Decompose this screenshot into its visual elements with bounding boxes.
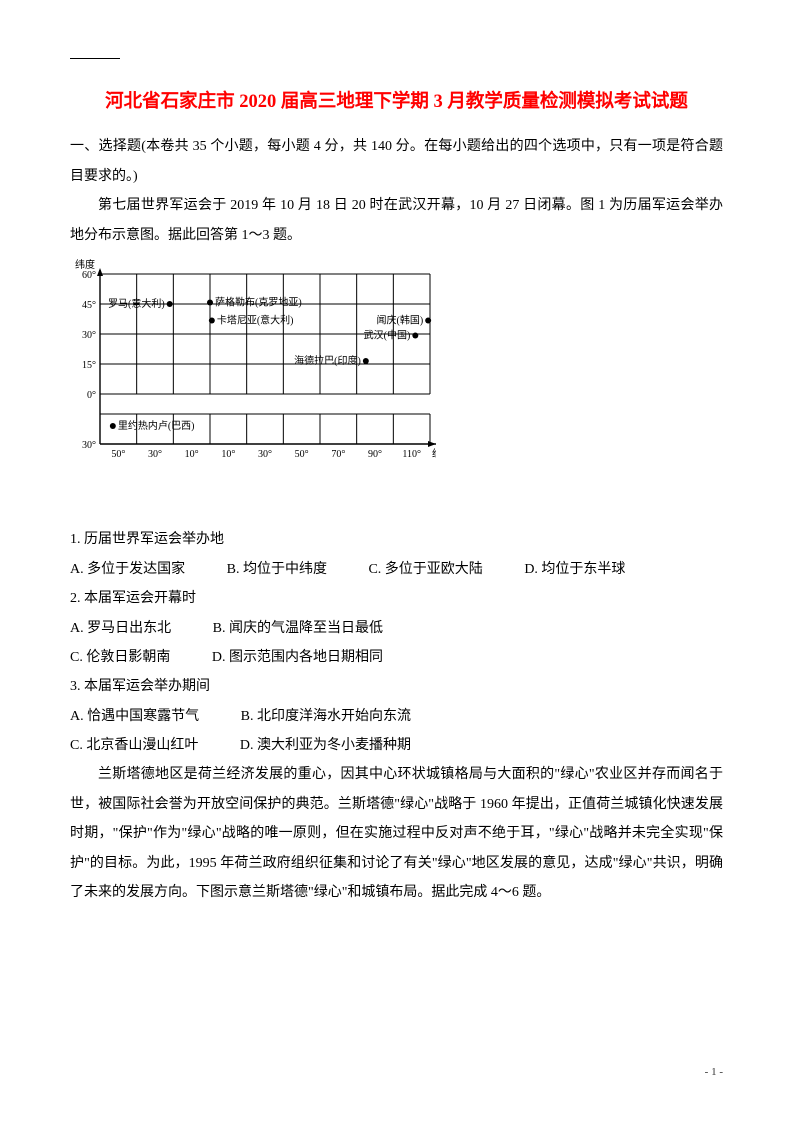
svg-text:经度: 经度 <box>432 447 436 460</box>
svg-text:闻庆(韩国): 闻庆(韩国) <box>376 313 423 326</box>
q1-stem: 1. 历届世界军运会举办地 <box>70 525 723 554</box>
q3-options-row1: A. 恰遇中国寒露节气 B. 北印度洋海水开始向东流 <box>70 702 723 731</box>
q2-opt-d: D. 图示范围内各地日期相同 <box>212 643 383 672</box>
q3-opt-d: D. 澳大利亚为冬小麦播种期 <box>240 731 411 760</box>
svg-text:里约热内卢(巴西): 里约热内卢(巴西) <box>118 419 195 432</box>
section-heading: 一、选择题(本卷共 35 个小题，每小题 4 分，共 140 分。在每小题给出的… <box>70 132 723 191</box>
q2-options-row1: A. 罗马日出东北 B. 闻庆的气温降至当日最低 <box>70 614 723 643</box>
svg-text:60°: 60° <box>82 270 96 281</box>
q2-opt-c: C. 伦敦日影朝南 <box>70 643 170 672</box>
q3-stem: 3. 本届军运会举办期间 <box>70 672 723 701</box>
svg-text:10°: 10° <box>221 449 235 460</box>
q1-options: A. 多位于发达国家 B. 均位于中纬度 C. 多位于亚欧大陆 D. 均位于东半… <box>70 555 723 584</box>
svg-text:0°: 0° <box>87 390 96 401</box>
svg-text:15°: 15° <box>82 360 96 371</box>
top-rule <box>70 58 120 59</box>
q2-options-row2: C. 伦敦日影朝南 D. 图示范围内各地日期相同 <box>70 643 723 672</box>
q1-opt-c: C. 多位于亚欧大陆 <box>368 555 482 584</box>
page-number: - 1 - <box>705 1061 723 1084</box>
svg-text:30°: 30° <box>82 440 96 451</box>
q3-opt-b: B. 北印度洋海水开始向东流 <box>241 702 411 731</box>
svg-text:110°: 110° <box>402 449 421 460</box>
q2-opt-a: A. 罗马日出东北 <box>70 614 171 643</box>
q2-opt-b: B. 闻庆的气温降至当日最低 <box>213 614 383 643</box>
svg-text:70°: 70° <box>331 449 345 460</box>
svg-text:海德拉巴(印度): 海德拉巴(印度) <box>294 354 361 367</box>
svg-text:10°: 10° <box>185 449 199 460</box>
q3-opt-a: A. 恰遇中国寒露节气 <box>70 702 199 731</box>
svg-text:卡塔尼亚(意大利): 卡塔尼亚(意大利) <box>217 313 294 326</box>
q2-stem: 2. 本届军运会开幕时 <box>70 584 723 613</box>
q1-opt-d: D. 均位于东半球 <box>524 555 625 584</box>
q1-opt-b: B. 均位于中纬度 <box>227 555 327 584</box>
q1-opt-a: A. 多位于发达国家 <box>70 555 185 584</box>
scatter-chart: 纬度60°45°30°15°0°30°50°30°10°10°30°50°70°… <box>70 256 436 512</box>
svg-text:45°: 45° <box>82 300 96 311</box>
svg-text:30°: 30° <box>258 449 272 460</box>
svg-text:50°: 50° <box>295 449 309 460</box>
svg-text:30°: 30° <box>82 330 96 341</box>
svg-text:萨格勒布(克罗地亚): 萨格勒布(克罗地亚) <box>215 295 302 308</box>
svg-text:90°: 90° <box>368 449 382 460</box>
svg-text:罗马(意大利): 罗马(意大利) <box>108 297 165 310</box>
svg-text:武汉(中国): 武汉(中国) <box>364 328 411 341</box>
chart-figure-1: 纬度60°45°30°15°0°30°50°30°10°10°30°50°70°… <box>70 256 723 523</box>
q3-opt-c: C. 北京香山漫山红叶 <box>70 731 198 760</box>
document-title: 河北省石家庄市 2020 届高三地理下学期 3 月教学质量检测模拟考试试题 <box>70 80 723 124</box>
svg-text:50°: 50° <box>111 449 125 460</box>
q3-options-row2: C. 北京香山漫山红叶 D. 澳大利亚为冬小麦播种期 <box>70 731 723 760</box>
svg-text:30°: 30° <box>148 449 162 460</box>
passage-2: 兰斯塔德地区是荷兰经济发展的重心，因其中心环状城镇格局与大面积的"绿心"农业区并… <box>70 760 723 907</box>
passage-1: 第七届世界军运会于 2019 年 10 月 18 日 20 时在武汉开幕，10 … <box>70 191 723 250</box>
